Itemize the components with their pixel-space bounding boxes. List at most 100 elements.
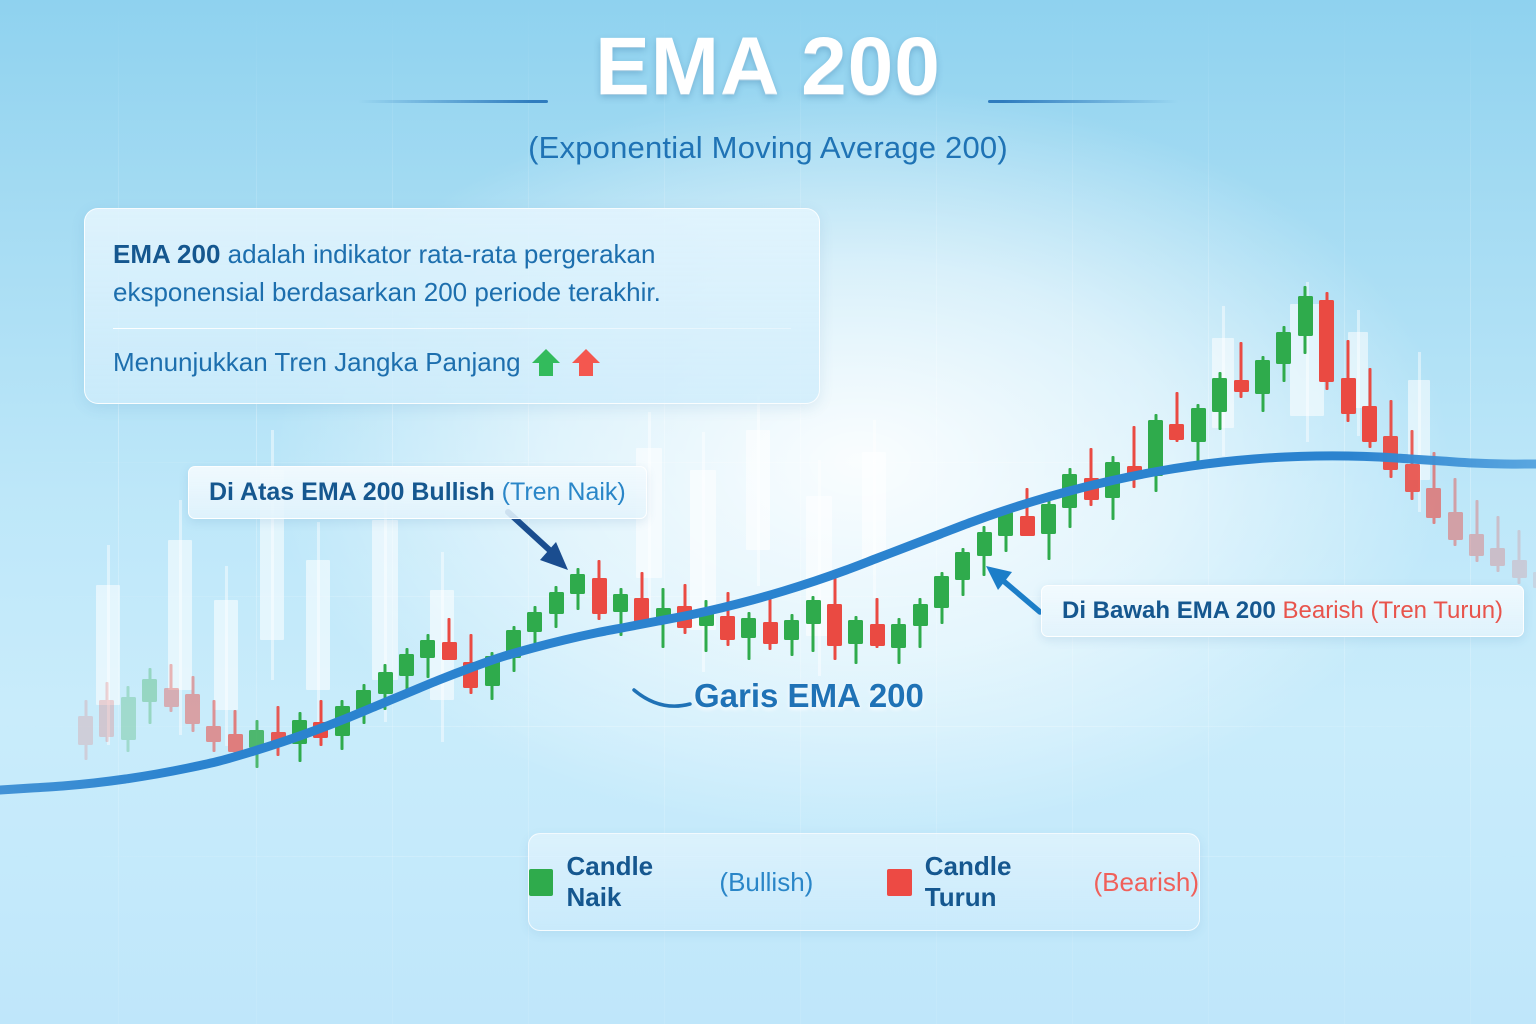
legend-item-bullish[interactable]: Candle Naik (Bullish) — [529, 851, 813, 913]
candle-body — [1148, 420, 1163, 476]
candle-body — [827, 604, 842, 646]
callout-bullish[interactable]: Di Atas EMA 200 Bullish (Tren Naik) — [188, 466, 647, 519]
candle-body — [527, 612, 543, 632]
candle-body — [955, 552, 971, 580]
info-panel: EMA 200 adalah indikator rata-rata perge… — [84, 208, 820, 405]
candle-body — [1362, 406, 1377, 442]
ema-line-label: Garis EMA 200 — [694, 677, 924, 714]
candle-body — [912, 604, 928, 626]
candle-body — [1319, 300, 1335, 382]
callout-bearish-sub: Bearish (Tren Turun) — [1282, 597, 1504, 624]
title-rule-right — [988, 100, 1178, 103]
candle-body — [976, 532, 992, 556]
candle-body — [506, 630, 521, 658]
candle-bearish — [1362, 0, 1377, 1024]
candle-bearish — [1233, 0, 1249, 1024]
info-description: EMA 200 adalah indikator rata-rata perge… — [113, 235, 791, 312]
arrow-up-red-icon — [571, 349, 600, 377]
title-rule-left — [358, 100, 548, 103]
candle-body — [720, 616, 735, 640]
candle-body — [570, 574, 586, 594]
candle-body — [99, 700, 115, 737]
candle-bearish — [1319, 0, 1335, 1024]
candle-wick — [276, 706, 280, 756]
candle-body — [78, 716, 93, 745]
candle-body — [1212, 378, 1228, 412]
legend-label-bullish: Candle Naik — [566, 851, 654, 912]
candle-body — [591, 578, 607, 614]
legend-swatch-bullish — [529, 868, 554, 896]
candle-body — [1126, 466, 1142, 478]
candle-body — [377, 672, 393, 694]
candle-body — [891, 624, 907, 648]
arrow-up-green-icon — [531, 349, 560, 377]
candle-body — [420, 640, 436, 658]
info-trend-label: Menunjukkan Tren Jangka Panjang — [113, 346, 521, 377]
callout-bearish-strong: Di Bawah EMA 200 — [1062, 597, 1283, 624]
candle-body — [441, 642, 457, 660]
candle-body — [1490, 548, 1506, 566]
callout-bullish-sub: (Tren Naik) — [494, 478, 626, 506]
candle-bullish — [1190, 0, 1206, 1024]
candle-body — [1169, 424, 1185, 440]
candle-bullish — [1255, 0, 1270, 1024]
candle-body — [934, 576, 949, 608]
candle-body — [762, 622, 778, 644]
candle-body — [1276, 332, 1292, 364]
candle-bullish — [1276, 0, 1292, 1024]
candle-body — [399, 654, 414, 676]
info-divider — [113, 327, 791, 329]
candle-body — [741, 618, 757, 638]
candle-body — [1019, 516, 1035, 536]
callout-bearish[interactable]: Di Bawah EMA 200 Bearish (Tren Turun) — [1041, 585, 1525, 637]
info-term: EMA 200 — [113, 239, 221, 269]
candle-body — [1255, 360, 1270, 394]
candle-bearish — [1340, 0, 1356, 1024]
candle-body — [1190, 408, 1206, 442]
candle-body — [1404, 464, 1420, 492]
candle-body — [998, 512, 1014, 536]
candle-body — [1233, 380, 1249, 392]
candle-wick — [1175, 392, 1179, 442]
candle-body — [613, 594, 628, 612]
candle-body — [677, 606, 693, 628]
candle-body — [1511, 560, 1527, 578]
candle-body — [313, 722, 329, 738]
candle-wick — [1132, 426, 1136, 488]
callout-bullish-strong: Di Atas EMA 200 Bullish — [209, 478, 495, 506]
candle-body — [206, 726, 222, 742]
candle-wick — [1239, 342, 1243, 398]
candle-body — [142, 679, 158, 702]
legend-swatch-bearish — [887, 868, 912, 896]
candle-body — [1062, 474, 1078, 508]
candle-body — [334, 706, 350, 736]
page-title: EMA 200 — [595, 21, 941, 112]
legend-label-bearish: Candle Turun — [924, 851, 1012, 912]
candle-body — [634, 598, 650, 622]
candle-body — [120, 697, 136, 740]
candle-body — [1447, 512, 1463, 540]
candle-body — [1297, 296, 1313, 336]
candle-body — [805, 600, 821, 624]
legend-item-bearish[interactable]: Candle Turun (Bearish) — [887, 851, 1199, 913]
title-block: EMA 200 (Exponential Moving Average 200) — [0, 26, 1536, 166]
legend-sub-bullish: (Bullish) — [719, 866, 814, 897]
candle-body — [869, 624, 885, 646]
candle-body — [484, 656, 500, 686]
chart-legend: Candle Naik (Bullish) Candle Turun (Bear… — [528, 833, 1200, 931]
candle-body — [548, 592, 564, 614]
candle-body — [270, 732, 286, 742]
candle-body — [463, 662, 479, 688]
candle-body — [227, 734, 243, 752]
candle-body — [1083, 478, 1099, 500]
candle-body — [1041, 504, 1056, 534]
candle-body — [1340, 378, 1356, 414]
candle-body — [784, 620, 800, 640]
candle-body — [1105, 462, 1121, 498]
candle-bearish — [1169, 0, 1185, 1024]
candle-wick — [704, 600, 708, 652]
candle-body — [655, 608, 671, 620]
candle-body — [356, 690, 372, 710]
candle-body — [249, 730, 265, 748]
candle-body — [848, 620, 864, 644]
